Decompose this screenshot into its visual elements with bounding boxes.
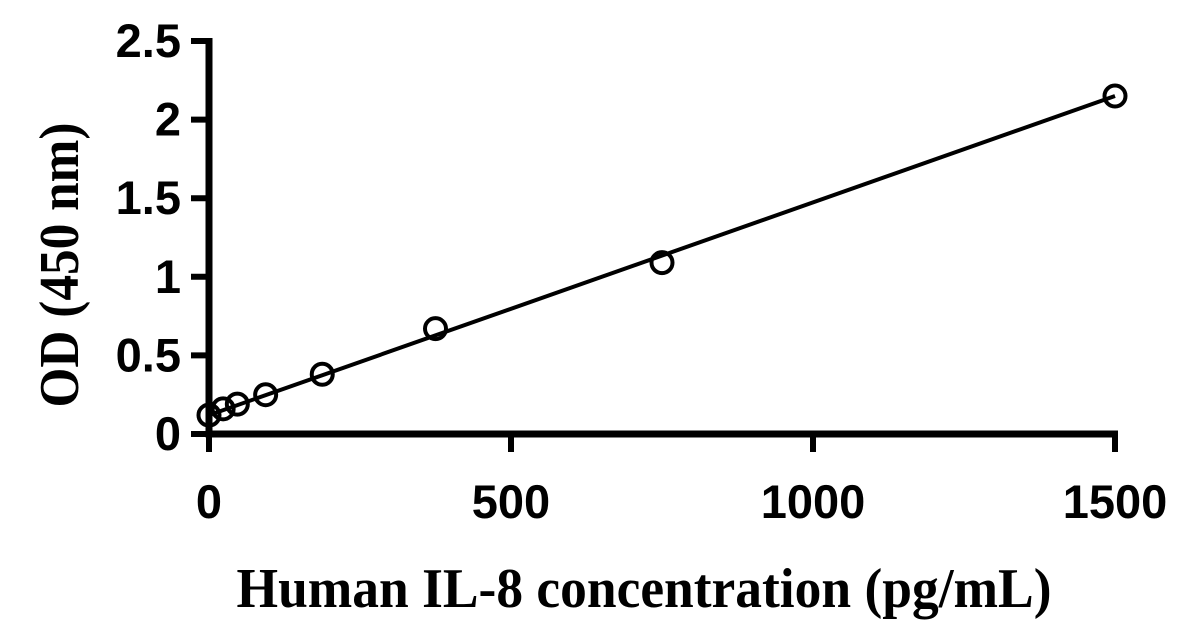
x-tick-label: 500 xyxy=(472,475,550,528)
y-axis-title: OD (450 nm) xyxy=(29,123,91,408)
x-tick-label: 0 xyxy=(196,475,222,528)
data-point-marker xyxy=(210,396,236,422)
y-tick-label: 2.5 xyxy=(116,14,181,67)
data-point-marker xyxy=(309,361,335,387)
y-tick-label: 0 xyxy=(155,407,181,460)
y-tick-label: 2 xyxy=(155,93,181,146)
x-tick-label: 1000 xyxy=(761,475,866,528)
data-point-marker xyxy=(224,391,250,417)
trend-line xyxy=(208,94,1116,418)
data-point-marker xyxy=(423,316,448,342)
x-tick-label: 1500 xyxy=(1063,475,1168,528)
data-point-marker xyxy=(1102,83,1128,109)
data-point-marker xyxy=(649,250,675,276)
x-axis-title: Human IL-8 concentration (pg/mL) xyxy=(237,558,1052,620)
y-tick-label: 1.5 xyxy=(116,171,181,224)
data-point-marker xyxy=(196,402,222,428)
y-tick-label: 0.5 xyxy=(116,328,181,381)
data-point-marker xyxy=(253,382,279,408)
y-tick-label: 1 xyxy=(155,250,181,303)
